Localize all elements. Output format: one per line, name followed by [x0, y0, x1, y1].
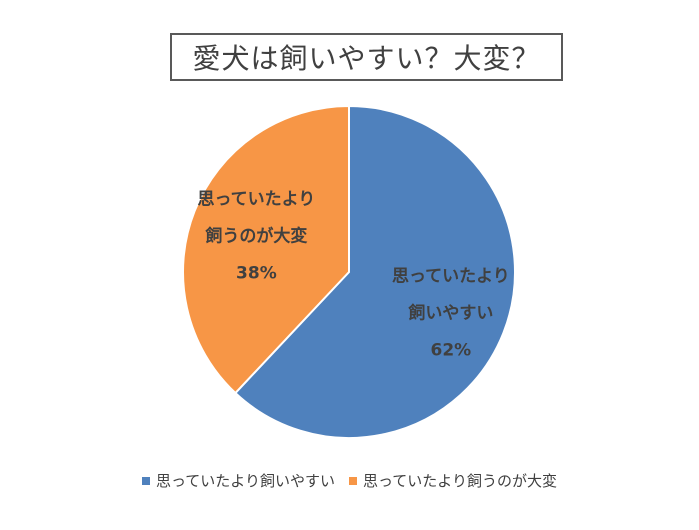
data-label-easy: 思っていたより飼いやすい 62% [392, 266, 510, 360]
pie-slice-easy [233, 104, 516, 439]
data-label-easy-line-2: 62% [431, 340, 472, 360]
data-label-hard: 思っていたより飼うのが大変 38% [197, 189, 315, 283]
legend-item-hard: 思っていたより飼うのが大変 [349, 470, 557, 491]
legend-swatch-easy [142, 476, 151, 485]
chart-title: 愛犬は飼いやすい？大変？ [170, 33, 563, 81]
data-label-hard-line-1: 飼うのが大変 [204, 225, 307, 246]
data-label-hard-line-0: 思っていたより [197, 189, 315, 209]
legend-item-easy: 思っていたより飼いやすい [142, 470, 335, 491]
data-label-easy-line-0: 思っていたより [392, 266, 510, 286]
legend-label-easy: 思っていたより飼いやすい [156, 472, 335, 490]
legend-swatch-hard [349, 476, 357, 485]
legend: 思っていたより飼いやすい 思っていたより飼うのが大変 [0, 470, 699, 491]
pie-chart: 思っていたより飼いやすい 62%思っていたより飼うのが大変 38% [182, 104, 516, 439]
legend-label-hard: 思っていたより飼うのが大変 [363, 472, 557, 490]
pie-slice-hard [182, 104, 350, 395]
data-label-easy-line-1: 飼いやすい [407, 302, 493, 323]
data-label-hard-line-2: 38% [236, 263, 277, 283]
